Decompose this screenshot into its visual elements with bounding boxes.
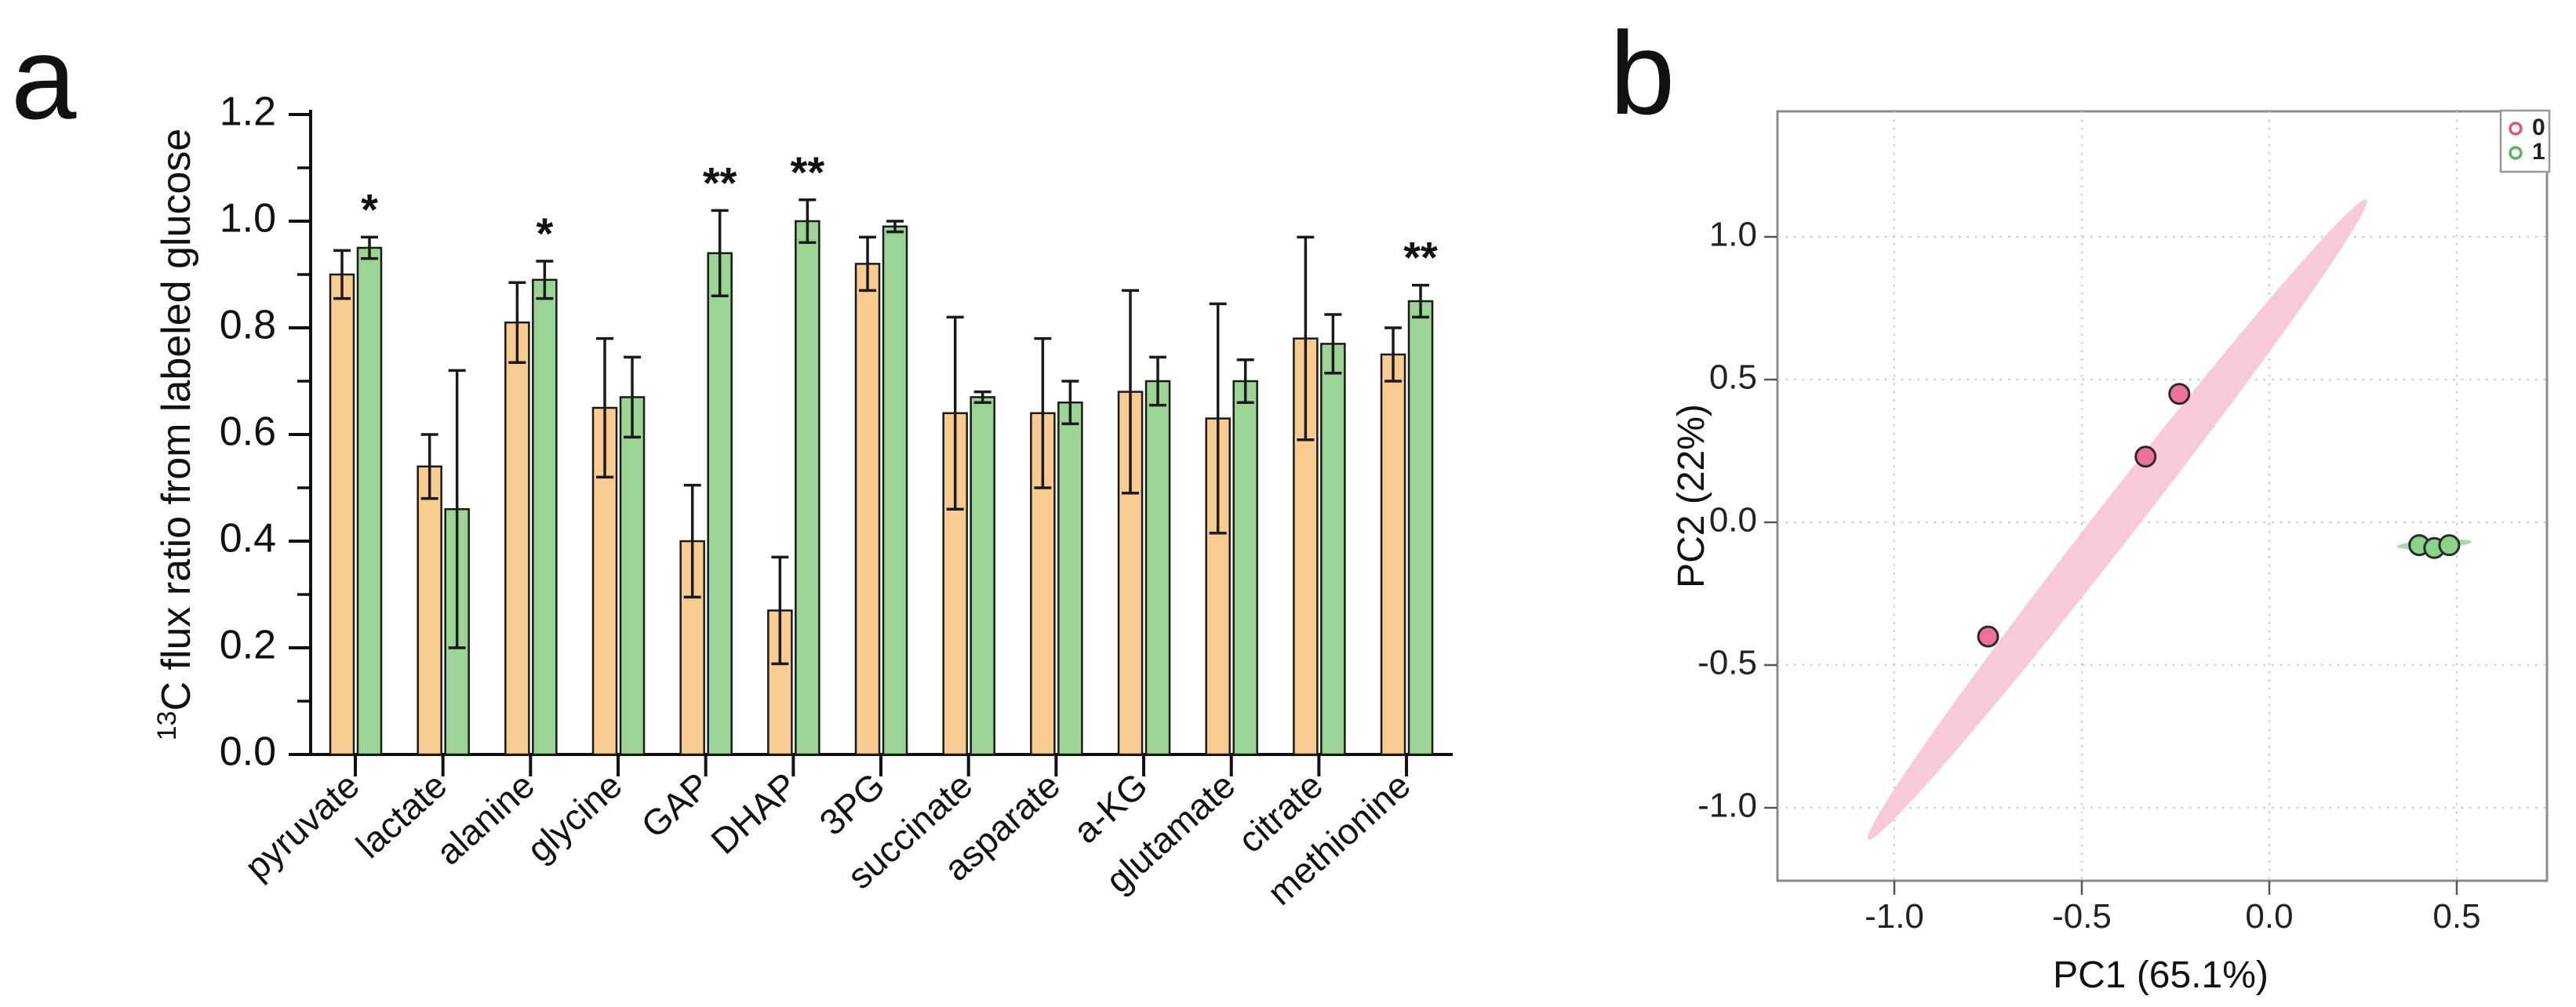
a-x-tick-label-glycine: glycine bbox=[518, 765, 629, 870]
bar-lactate-series0 bbox=[417, 465, 442, 756]
b-frame-layer bbox=[1776, 110, 2549, 882]
b-legend: 01 bbox=[2499, 109, 2551, 173]
a-y-tick-label: 0.8 bbox=[220, 303, 276, 348]
a-bars-layer bbox=[329, 220, 1434, 756]
b-y-axis-title: PC2 (22%) bbox=[1671, 404, 1712, 588]
significance-pyruvate: * bbox=[361, 184, 378, 234]
significance-DHAP: ** bbox=[791, 147, 825, 197]
b-y-tick-label: -0.5 bbox=[1697, 644, 1757, 682]
a-y-tick-label: 0.0 bbox=[220, 729, 276, 775]
a-x-tick-label-alanine: alanine bbox=[428, 765, 542, 873]
b-plot-frame bbox=[1776, 110, 2549, 882]
panel-a-letter: a bbox=[11, 12, 77, 144]
confidence-ellipse-group0 bbox=[1868, 199, 2367, 840]
panel-b-pca-scatter: -1.0 -0.5 0.0 0.5 1.0 0.5 0.0 -0.5 -1.0 PC1 (65.1… bbox=[1671, 109, 2551, 996]
a-y-tick-label: 0.4 bbox=[220, 516, 276, 562]
bar-3PG-series1 bbox=[882, 225, 908, 756]
a-y-axis-title: 13C flux ratio from labeled glucose bbox=[152, 129, 199, 741]
b-x-tick-label: -0.5 bbox=[2052, 897, 2112, 936]
b-x-tick-label: 0.5 bbox=[2432, 897, 2480, 936]
a-errorbars-layer bbox=[333, 198, 1430, 666]
a-y-tick-label: 0.6 bbox=[220, 409, 276, 455]
b-points-layer bbox=[1977, 383, 2461, 648]
bar-pyruvate-series1 bbox=[356, 246, 383, 756]
b-x-tick-label: 0.0 bbox=[2245, 897, 2293, 936]
bar-asparate-series1 bbox=[1057, 401, 1083, 756]
bar-alanine-series0 bbox=[504, 321, 530, 756]
b-labels-layer: -1.0 -0.5 0.0 0.5 1.0 0.5 0.0 -0.5 -1.0 PC1 (65.1… bbox=[1671, 216, 2481, 996]
b-x-tick-label: -1.0 bbox=[1865, 897, 1924, 936]
bar-pyruvate-series0 bbox=[329, 273, 355, 756]
b-y-tick-label: -1.0 bbox=[1697, 787, 1757, 825]
bar-methionine-series1 bbox=[1407, 300, 1434, 756]
bar-a-KG-series1 bbox=[1144, 380, 1171, 756]
legend-marker-icon-0 bbox=[2509, 122, 2523, 136]
b-y-tick-label: 0.5 bbox=[1709, 358, 1757, 397]
a-significance-layer: * *** **** bbox=[361, 147, 1438, 282]
significance-GAP: ** bbox=[703, 158, 737, 207]
data-point-group1-2 bbox=[2438, 534, 2461, 557]
b-x-axis-title: PC1 (65.1%) bbox=[2053, 954, 2269, 996]
bar-3PG-series0 bbox=[854, 263, 881, 756]
bar-citrate-series1 bbox=[1320, 343, 1346, 756]
significance-methionine: ** bbox=[1403, 233, 1438, 282]
a-y-tick-label: 1.0 bbox=[220, 196, 276, 242]
b-legend-label-1: 1 bbox=[2532, 139, 2545, 165]
b-legend-box bbox=[2499, 109, 2551, 173]
bar-succinate-series1 bbox=[970, 396, 995, 756]
data-point-group0-2 bbox=[2168, 383, 2191, 405]
b-y-tick-label: 0.0 bbox=[1709, 501, 1757, 540]
a-y-tick-label: 0.2 bbox=[220, 623, 276, 668]
bar-methionine-series0 bbox=[1380, 353, 1406, 756]
legend-marker-icon-1 bbox=[2509, 146, 2523, 160]
a-x-tick-label-pyruvate: pyruvate bbox=[237, 765, 367, 888]
b-legend-label-0: 0 bbox=[2532, 115, 2545, 140]
data-point-group0-0 bbox=[1977, 625, 1999, 648]
bar-glycine-series1 bbox=[619, 396, 646, 756]
bar-alanine-series1 bbox=[532, 278, 558, 756]
b-grid-layer bbox=[1764, 111, 2547, 895]
a-x-tick-label-DHAP: DHAP bbox=[703, 765, 805, 862]
bar-glutamate-series1 bbox=[1232, 380, 1258, 756]
b-y-tick-label: 1.0 bbox=[1709, 216, 1757, 254]
a-y-tick-label: 1.2 bbox=[220, 89, 276, 135]
panel-b-letter: b bbox=[1610, 7, 1675, 139]
data-point-group0-1 bbox=[2134, 445, 2157, 468]
bar-DHAP-series1 bbox=[795, 220, 820, 756]
bar-GAP-series1 bbox=[707, 252, 733, 756]
significance-alanine: * bbox=[536, 209, 553, 258]
